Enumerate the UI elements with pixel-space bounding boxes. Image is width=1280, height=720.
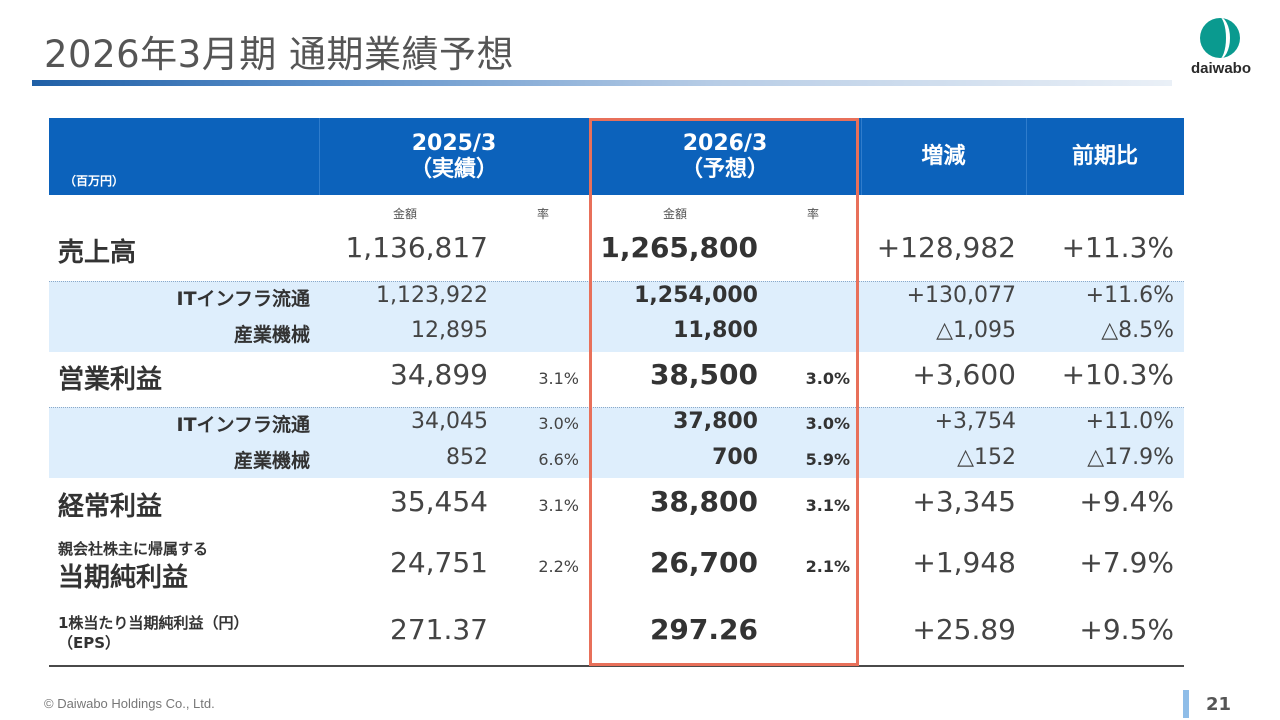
- row-label: 1株当たり当期純利益（円）: [58, 614, 249, 632]
- logo-text: daiwabo: [1190, 60, 1251, 77]
- subheader-rate-2025: 率: [537, 207, 550, 221]
- row-label-sub: （EPS）: [58, 634, 121, 652]
- value-change: +3,754: [934, 409, 1016, 434]
- value-yoy: +9.5%: [1079, 613, 1174, 646]
- subheader-rate-2026: 率: [807, 207, 820, 221]
- value-2026: 297.26: [649, 613, 758, 646]
- value-2025: 852: [446, 445, 488, 470]
- value-2026: 38,500: [649, 358, 758, 391]
- row-label: 産業機械: [233, 324, 310, 346]
- value-change: +3,345: [912, 485, 1016, 518]
- value-yoy: +10.3%: [1061, 358, 1174, 391]
- rate-2026: 5.9%: [805, 450, 850, 469]
- header-fy2026: 2026/3 （予想）: [589, 118, 861, 195]
- value-yoy: +7.9%: [1079, 546, 1174, 579]
- table-bottom-border: [49, 665, 1184, 667]
- value-2025: 1,123,922: [376, 283, 488, 308]
- header-fy2026-type: （予想）: [680, 156, 769, 182]
- value-change: +130,077: [906, 283, 1016, 308]
- value-2026: 38,800: [649, 485, 758, 518]
- header-yoy: 前期比: [1071, 143, 1138, 169]
- value-change: △1,095: [936, 318, 1016, 343]
- company-logo: daiwabo: [1186, 18, 1256, 82]
- logo-mark-icon: [1200, 18, 1240, 58]
- value-yoy: +11.6%: [1085, 283, 1174, 308]
- page-number-bar: [1183, 690, 1189, 718]
- value-2026: 37,800: [673, 409, 758, 434]
- value-2025: 35,454: [390, 485, 488, 518]
- forecast-highlight-box: [589, 118, 859, 666]
- value-yoy: +9.4%: [1079, 485, 1174, 518]
- table-header: （百万円） 2025/3 （実績） 2026/3 （予想） 増減 前期比: [49, 118, 1184, 195]
- value-yoy: △17.9%: [1087, 445, 1174, 470]
- value-change: +3,600: [912, 358, 1016, 391]
- footer-copyright: © Daiwabo Holdings Co., Ltd.: [44, 696, 215, 711]
- unit-label: （百万円）: [64, 174, 125, 188]
- rate-2025: 3.0%: [538, 414, 579, 433]
- value-yoy: +11.3%: [1061, 231, 1174, 264]
- header-fy2025-year: 2025/3: [411, 130, 497, 156]
- rate-2026: 3.0%: [805, 369, 850, 388]
- segment-band-sales: [49, 281, 1184, 352]
- value-change: △152: [957, 445, 1016, 470]
- header-fy2026-year: 2026/3: [682, 130, 768, 156]
- row-label: 売上高: [58, 238, 137, 268]
- value-2025: 34,899: [390, 358, 488, 391]
- divider: [49, 281, 1184, 282]
- value-2025: 34,045: [411, 409, 488, 434]
- rate-2025: 3.1%: [538, 496, 579, 515]
- rate-2025: 6.6%: [538, 450, 579, 469]
- value-yoy: △8.5%: [1101, 318, 1174, 343]
- header-change: 増減: [921, 143, 966, 169]
- header-fy2025: 2025/3 （実績）: [319, 118, 589, 195]
- rate-2026: 3.1%: [805, 496, 850, 515]
- value-change: +128,982: [876, 231, 1016, 264]
- value-2025: 24,751: [390, 546, 488, 579]
- row-label-prefix: 親会社株主に帰属する: [58, 540, 209, 558]
- value-yoy: +11.0%: [1085, 409, 1174, 434]
- row-label: ITインフラ流通: [176, 414, 310, 436]
- rate-2025: 2.2%: [538, 557, 579, 576]
- row-label: 産業機械: [233, 450, 310, 472]
- value-2026: 11,800: [673, 318, 758, 343]
- row-label: 当期純利益: [58, 563, 189, 593]
- subheader-amount-2026: 金額: [663, 207, 688, 221]
- value-2025: 12,895: [411, 318, 488, 343]
- value-change: +25.89: [912, 613, 1016, 646]
- page-title: 2026年3月期 通期業績予想: [44, 33, 514, 76]
- divider: [49, 407, 1184, 408]
- rate-2026: 3.0%: [805, 414, 850, 433]
- subheader-amount-2025: 金額: [393, 207, 418, 221]
- value-2026: 26,700: [649, 546, 758, 579]
- value-2026: 1,265,800: [600, 231, 758, 264]
- segment-band-op: [49, 407, 1184, 478]
- page-number: 21: [1206, 694, 1232, 715]
- title-underline: [32, 80, 1172, 86]
- row-label: 経常利益: [58, 492, 163, 522]
- row-label: 営業利益: [58, 365, 163, 395]
- header-fy2025-type: （実績）: [409, 156, 498, 182]
- rate-2026: 2.1%: [805, 557, 850, 576]
- value-2026: 1,254,000: [634, 283, 758, 308]
- rate-2025: 3.1%: [538, 369, 579, 388]
- value-2025: 1,136,817: [345, 231, 488, 264]
- value-change: +1,948: [912, 546, 1016, 579]
- row-label: ITインフラ流通: [176, 288, 310, 310]
- value-2025: 271.37: [390, 613, 488, 646]
- value-2026: 700: [712, 445, 758, 470]
